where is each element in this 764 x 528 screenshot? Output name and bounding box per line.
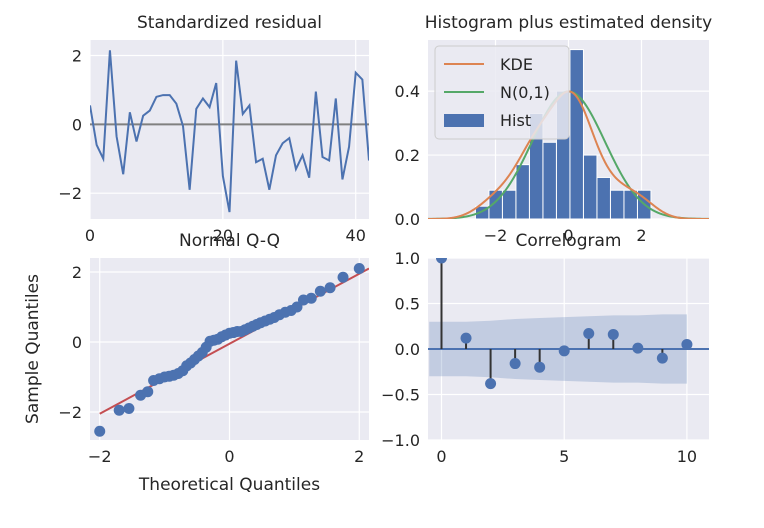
- subplot-normal-qq: −2 0 2 −2 0 2 Normal Q-Q Theoretical Quantiles S…: [23, 231, 369, 495]
- qq-point: [353, 263, 365, 274]
- histogram-bar: [582, 154, 598, 219]
- x-tick-label: −2: [88, 447, 112, 466]
- y-tick-label: 2: [72, 46, 82, 65]
- qq-point: [291, 301, 303, 313]
- y-tick-label: −1.0: [381, 431, 420, 450]
- y-tick-label: −2: [58, 184, 82, 203]
- x-tick-label: 5: [559, 447, 569, 466]
- y-tick-label: 0.0: [395, 340, 420, 359]
- histogram-bar: [569, 49, 584, 219]
- x-axis-label: Theoretical Quantiles: [138, 475, 320, 495]
- x-tick-label: 40: [346, 226, 366, 245]
- data-layer: [428, 258, 709, 390]
- y-tick-label: −2: [58, 403, 82, 422]
- acf-marker: [534, 361, 546, 373]
- y-tick-label: 1.0: [395, 249, 420, 268]
- y-tick-label: 0.2: [395, 146, 420, 165]
- subplot-title: Normal Q-Q: [179, 231, 280, 251]
- y-tick-label: 0: [72, 115, 82, 134]
- x-tick-label: 2: [354, 447, 364, 466]
- histogram-bar: [501, 189, 517, 219]
- y-tick-label: 0.5: [395, 295, 420, 314]
- acf-marker: [509, 358, 521, 370]
- y-axis-label: Sample Quantiles: [23, 274, 43, 424]
- histogram-bar: [609, 189, 625, 219]
- x-tick-label: 20: [213, 226, 233, 245]
- qq-point: [337, 271, 349, 283]
- qq-point: [305, 292, 317, 304]
- x-tick-label: 0: [85, 226, 95, 245]
- x-tick-label: 2: [636, 226, 646, 245]
- qq-point: [142, 386, 154, 398]
- plot-area: [90, 40, 369, 219]
- data-layer: [90, 50, 369, 213]
- qq-point: [314, 285, 326, 297]
- subplot-title: Histogram plus estimated density: [425, 13, 712, 33]
- data-layer: [94, 263, 369, 437]
- acf-marker: [485, 378, 497, 390]
- qq-point: [123, 403, 135, 414]
- acf-marker: [681, 338, 693, 350]
- legend-entry-label: KDE: [500, 55, 533, 74]
- subplot-correlogram: 0 5 10 −1.0 −0.5 0.0 0.5 1.0 Correlogram: [381, 231, 709, 466]
- histogram-bar: [542, 141, 557, 219]
- legend-entry-label: Hist: [500, 111, 531, 130]
- y-tick-label: 0: [72, 333, 82, 352]
- x-tick-label: 10: [677, 447, 697, 466]
- y-tick-label: 0.0: [395, 210, 420, 229]
- y-tick-label: 2: [72, 263, 82, 282]
- subplot-standardized-residual: 0 20 40 −2 0 2 Standardized residual: [58, 13, 369, 245]
- acf-marker: [632, 342, 644, 354]
- acf-marker: [656, 352, 668, 364]
- subplot-title: Standardized residual: [137, 13, 322, 33]
- x-tick-label: 0: [436, 447, 446, 466]
- qq-point: [94, 425, 106, 437]
- legend-entry-label: N(0,1): [500, 83, 550, 102]
- acf-marker: [558, 345, 570, 357]
- x-tick-label: 0: [563, 226, 573, 245]
- histogram-bar: [596, 176, 611, 219]
- acf-marker: [460, 332, 472, 344]
- acf-marker: [607, 328, 619, 340]
- legend-hist-swatch: [444, 114, 484, 127]
- subplot-title: Correlogram: [516, 231, 622, 251]
- subplot-histogram-density: −2 0 2 0.0 0.2 0.4 Histogram plus estimated de…: [395, 13, 713, 245]
- acf-marker: [583, 328, 595, 340]
- y-tick-label: 0.4: [395, 82, 420, 101]
- qq-point: [113, 404, 125, 416]
- legend: KDE N(0,1) Hist: [434, 45, 570, 140]
- x-tick-label: −2: [484, 226, 508, 245]
- histogram-bar: [515, 164, 530, 219]
- y-tick-label: −0.5: [381, 386, 420, 405]
- grid-lines: [90, 258, 369, 440]
- qq-point: [324, 282, 336, 294]
- acf-marker: [435, 258, 447, 264]
- x-tick-label: 0: [224, 447, 234, 466]
